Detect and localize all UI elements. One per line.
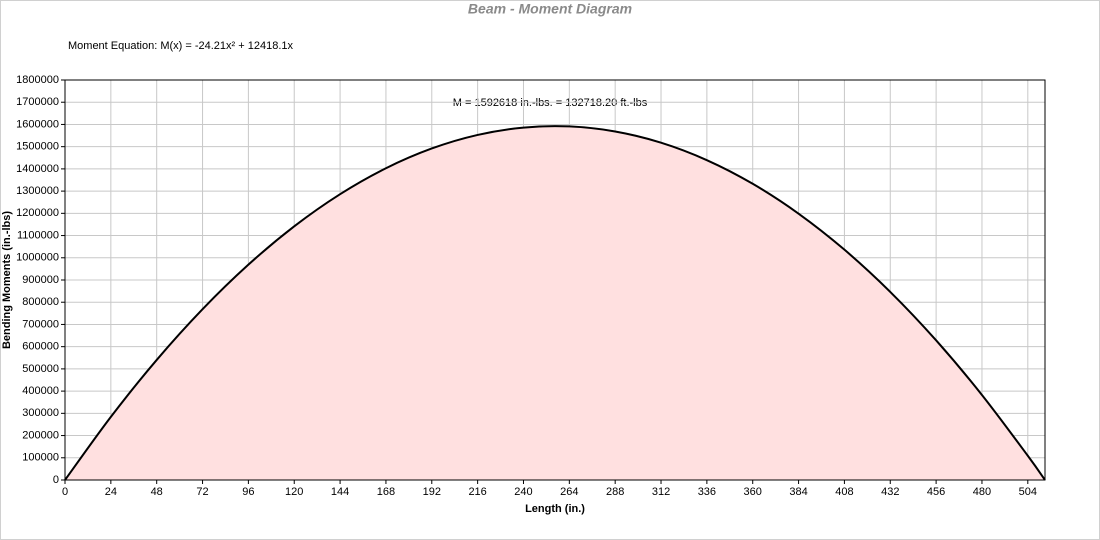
y-tick-label: 1300000 [16,185,59,197]
y-axis-label: Bending Moments (in.-lbs) [1,211,13,349]
y-tick-label: 900000 [22,274,59,286]
x-tick-label: 240 [514,486,532,498]
x-tick-label: 264 [560,486,578,498]
y-tick-label: 1000000 [16,252,59,264]
x-tick-label: 432 [881,486,899,498]
x-tick-label: 312 [652,486,670,498]
x-tick-label: 336 [698,486,716,498]
y-tick-label: 800000 [22,296,59,308]
y-tick-label: 700000 [22,318,59,330]
y-tick-label: 1800000 [16,74,59,86]
y-tick-label: 1400000 [16,163,59,175]
equation: Moment Equation: M(x) = -24.21x² + 12418… [68,40,294,52]
x-tick-label: 48 [151,486,163,498]
y-tick-label: 1600000 [16,118,59,130]
x-tick-label: 0 [62,486,68,498]
x-tick-label: 360 [744,486,762,498]
y-tick-label: 100000 [22,452,59,464]
x-tick-label: 96 [242,486,254,498]
x-tick-label: 408 [835,486,853,498]
x-axis-label: Length (in.) [525,503,585,515]
x-tick-label: 192 [423,486,441,498]
x-tick-label: 120 [285,486,303,498]
x-tick-label: 24 [105,486,117,498]
y-tick-label: 0 [53,474,59,486]
x-tick-label: 480 [973,486,991,498]
y-tick-label: 1100000 [17,229,59,241]
x-tick-label: 456 [927,486,945,498]
x-tick-label: 504 [1019,486,1037,498]
y-tick-label: 500000 [22,363,59,375]
x-tick-label: 216 [468,486,486,498]
x-tick-label: 384 [789,486,807,498]
chart-title: Beam - Moment Diagram [468,1,632,17]
y-tick-label: 1200000 [16,207,59,219]
x-tick-label: 288 [606,486,624,498]
line [64,125,1046,481]
y-tick-label: 1500000 [16,141,59,153]
y-tick-label: 200000 [22,429,59,441]
y-tick-label: 400000 [22,385,59,397]
x-tick-label: 144 [331,486,349,498]
plot-border [64,79,1046,481]
x-tick-label: 168 [377,486,395,498]
y-tick-label: 1700000 [16,96,59,108]
annotation: M = 1592618 in.-lbs. = 132718.20 ft.-lbs [453,97,648,109]
y-tick-label: 300000 [22,407,59,419]
x-tick-label: 72 [196,486,208,498]
y-tick-label: 600000 [22,341,59,353]
